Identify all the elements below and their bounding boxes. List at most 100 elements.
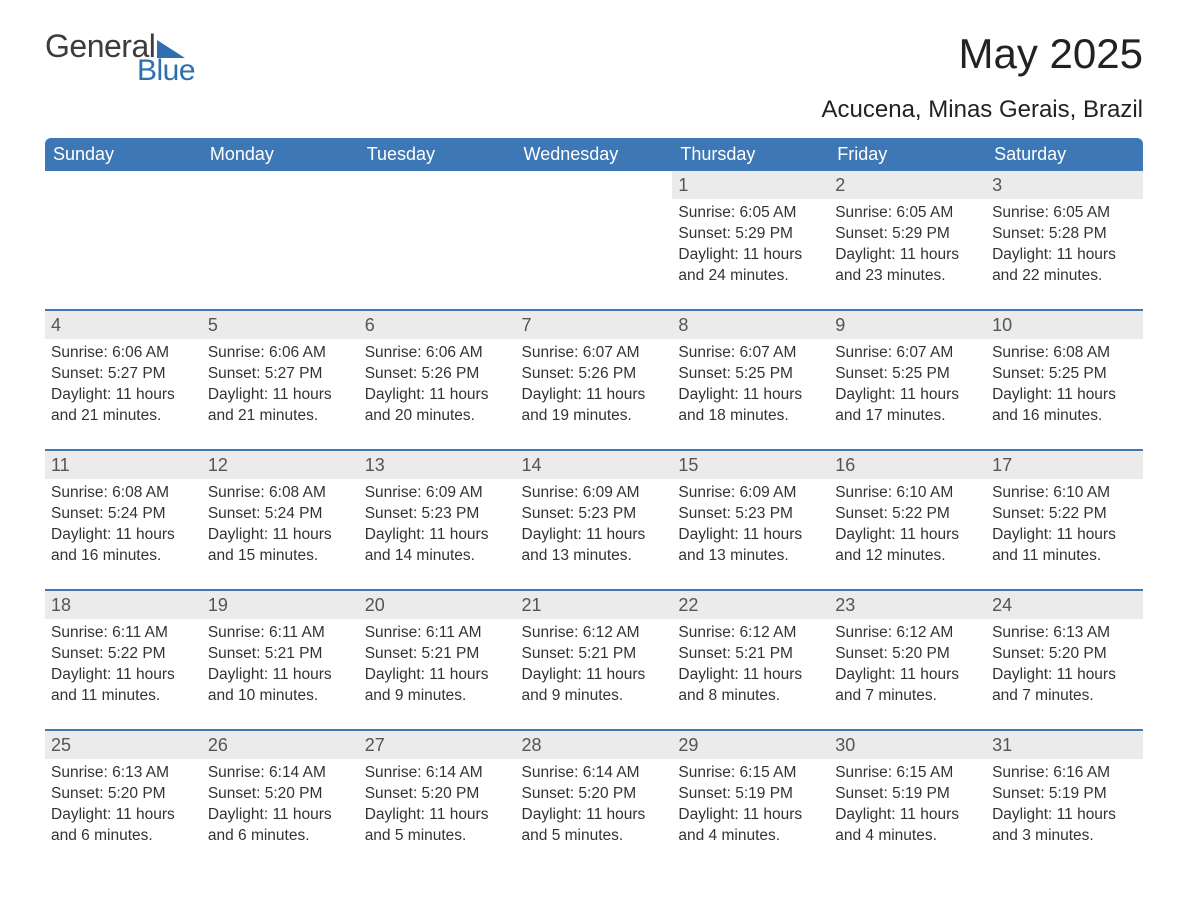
sunrise-text: Sunrise: 6:14 AM [365,763,510,784]
sunrise-text: Sunrise: 6:11 AM [365,623,510,644]
daylight-text: Daylight: 11 hours and 6 minutes. [208,805,353,847]
daylight-text: Daylight: 11 hours and 9 minutes. [365,665,510,707]
cell-body: Sunrise: 6:12 AMSunset: 5:20 PMDaylight:… [835,623,980,707]
cell-body: Sunrise: 6:06 AMSunset: 5:27 PMDaylight:… [208,343,353,427]
daylight-text: Daylight: 11 hours and 5 minutes. [365,805,510,847]
day-number: 26 [202,731,359,759]
cell-body: Sunrise: 6:14 AMSunset: 5:20 PMDaylight:… [365,763,510,847]
day-number: 10 [986,311,1143,339]
sunset-text: Sunset: 5:29 PM [835,224,980,245]
cell-body: Sunrise: 6:12 AMSunset: 5:21 PMDaylight:… [678,623,823,707]
sunrise-text: Sunrise: 6:09 AM [365,483,510,504]
sunset-text: Sunset: 5:19 PM [835,784,980,805]
cell-body: Sunrise: 6:11 AMSunset: 5:21 PMDaylight:… [365,623,510,707]
sunrise-text: Sunrise: 6:05 AM [678,203,823,224]
sunset-text: Sunset: 5:26 PM [522,364,667,385]
calendar-week-row: 25Sunrise: 6:13 AMSunset: 5:20 PMDayligh… [45,730,1143,869]
cell-body: Sunrise: 6:14 AMSunset: 5:20 PMDaylight:… [522,763,667,847]
daylight-text: Daylight: 11 hours and 7 minutes. [992,665,1137,707]
calendar-cell: 31Sunrise: 6:16 AMSunset: 5:19 PMDayligh… [986,730,1143,869]
calendar-cell: 14Sunrise: 6:09 AMSunset: 5:23 PMDayligh… [516,450,673,590]
cell-body: Sunrise: 6:05 AMSunset: 5:29 PMDaylight:… [835,203,980,287]
day-number: 3 [986,171,1143,199]
daylight-text: Daylight: 11 hours and 21 minutes. [208,385,353,427]
sunrise-text: Sunrise: 6:11 AM [208,623,353,644]
sunrise-text: Sunrise: 6:09 AM [678,483,823,504]
daylight-text: Daylight: 11 hours and 9 minutes. [522,665,667,707]
daylight-text: Daylight: 11 hours and 3 minutes. [992,805,1137,847]
calendar-cell: 24Sunrise: 6:13 AMSunset: 5:20 PMDayligh… [986,590,1143,730]
calendar-cell: 4Sunrise: 6:06 AMSunset: 5:27 PMDaylight… [45,310,202,450]
sunset-text: Sunset: 5:26 PM [365,364,510,385]
calendar-cell: . [202,171,359,310]
title-block: May 2025 Acucena, Minas Gerais, Brazil [822,30,1143,134]
sunset-text: Sunset: 5:25 PM [835,364,980,385]
page-header: General Blue May 2025 Acucena, Minas Ger… [45,30,1143,134]
calendar-head: Sunday Monday Tuesday Wednesday Thursday… [45,138,1143,171]
cell-body: Sunrise: 6:15 AMSunset: 5:19 PMDaylight:… [835,763,980,847]
daylight-text: Daylight: 11 hours and 18 minutes. [678,385,823,427]
sunset-text: Sunset: 5:22 PM [835,504,980,525]
sunrise-text: Sunrise: 6:16 AM [992,763,1137,784]
daylight-text: Daylight: 11 hours and 10 minutes. [208,665,353,707]
cell-body: Sunrise: 6:07 AMSunset: 5:25 PMDaylight:… [835,343,980,427]
sunset-text: Sunset: 5:25 PM [678,364,823,385]
sunrise-text: Sunrise: 6:15 AM [835,763,980,784]
sunset-text: Sunset: 5:28 PM [992,224,1137,245]
sunrise-text: Sunrise: 6:10 AM [992,483,1137,504]
sunset-text: Sunset: 5:27 PM [51,364,196,385]
sunrise-text: Sunrise: 6:12 AM [678,623,823,644]
daylight-text: Daylight: 11 hours and 12 minutes. [835,525,980,567]
cell-body: Sunrise: 6:13 AMSunset: 5:20 PMDaylight:… [992,623,1137,707]
cell-body: Sunrise: 6:07 AMSunset: 5:26 PMDaylight:… [522,343,667,427]
sunrise-text: Sunrise: 6:06 AM [208,343,353,364]
day-number: 21 [516,591,673,619]
sunset-text: Sunset: 5:22 PM [992,504,1137,525]
calendar-cell: 20 Sunrise: 6:11 AMSunset: 5:21 PMDayligh… [359,590,516,730]
day-number: 8 [672,311,829,339]
calendar-cell: . [359,171,516,310]
sunrise-text: Sunrise: 6:09 AM [522,483,667,504]
cell-body: Sunrise: 6:12 AMSunset: 5:21 PMDaylight:… [522,623,667,707]
calendar-cell: 27Sunrise: 6:14 AMSunset: 5:20 PMDayligh… [359,730,516,869]
day-number: 30 [829,731,986,759]
sunset-text: Sunset: 5:20 PM [365,784,510,805]
cell-body: Sunrise: 6:09 AMSunset: 5:23 PMDaylight:… [678,483,823,567]
daylight-text: Daylight: 11 hours and 6 minutes. [51,805,196,847]
daylight-text: Daylight: 11 hours and 24 minutes. [678,245,823,287]
day-number: 20 [359,591,516,619]
cell-body: Sunrise: 6:08 AMSunset: 5:24 PMDaylight:… [208,483,353,567]
sunset-text: Sunset: 5:24 PM [51,504,196,525]
daylight-text: Daylight: 11 hours and 15 minutes. [208,525,353,567]
calendar-week-row: 11Sunrise: 6:08 AMSunset: 5:24 PMDayligh… [45,450,1143,590]
sunset-text: Sunset: 5:23 PM [365,504,510,525]
sunrise-text: Sunrise: 6:07 AM [678,343,823,364]
sunset-text: Sunset: 5:21 PM [522,644,667,665]
calendar-cell: 10 Sunrise: 6:08 AMSunset: 5:25 PMDayligh… [986,310,1143,450]
sunset-text: Sunset: 5:20 PM [51,784,196,805]
day-number: 17 [986,451,1143,479]
day-number: 28 [516,731,673,759]
sunrise-text: Sunrise: 6:14 AM [208,763,353,784]
sunrise-text: Sunrise: 6:11 AM [51,623,196,644]
weekday-header: Sunday [45,138,202,171]
month-title: May 2025 [822,30,1143,78]
day-number: 7 [516,311,673,339]
cell-body: Sunrise: 6:11 AMSunset: 5:21 PMDaylight:… [208,623,353,707]
daylight-text: Daylight: 11 hours and 22 minutes. [992,245,1137,287]
day-number: 1 [672,171,829,199]
cell-body: Sunrise: 6:06 AMSunset: 5:26 PMDaylight:… [365,343,510,427]
sunrise-text: Sunrise: 6:15 AM [678,763,823,784]
sunset-text: Sunset: 5:23 PM [522,504,667,525]
day-number: 11 [45,451,202,479]
sunset-text: Sunset: 5:22 PM [51,644,196,665]
cell-body: Sunrise: 6:09 AMSunset: 5:23 PMDaylight:… [365,483,510,567]
daylight-text: Daylight: 11 hours and 20 minutes. [365,385,510,427]
day-number: 9 [829,311,986,339]
calendar-cell: 1Sunrise: 6:05 AMSunset: 5:29 PMDaylight… [672,171,829,310]
cell-body: Sunrise: 6:08 AMSunset: 5:25 PMDaylight:… [992,343,1137,427]
daylight-text: Daylight: 11 hours and 4 minutes. [678,805,823,847]
sunset-text: Sunset: 5:23 PM [678,504,823,525]
calendar-cell: 19Sunrise: 6:11 AMSunset: 5:21 PMDayligh… [202,590,359,730]
calendar-cell: 29Sunrise: 6:15 AMSunset: 5:19 PMDayligh… [672,730,829,869]
